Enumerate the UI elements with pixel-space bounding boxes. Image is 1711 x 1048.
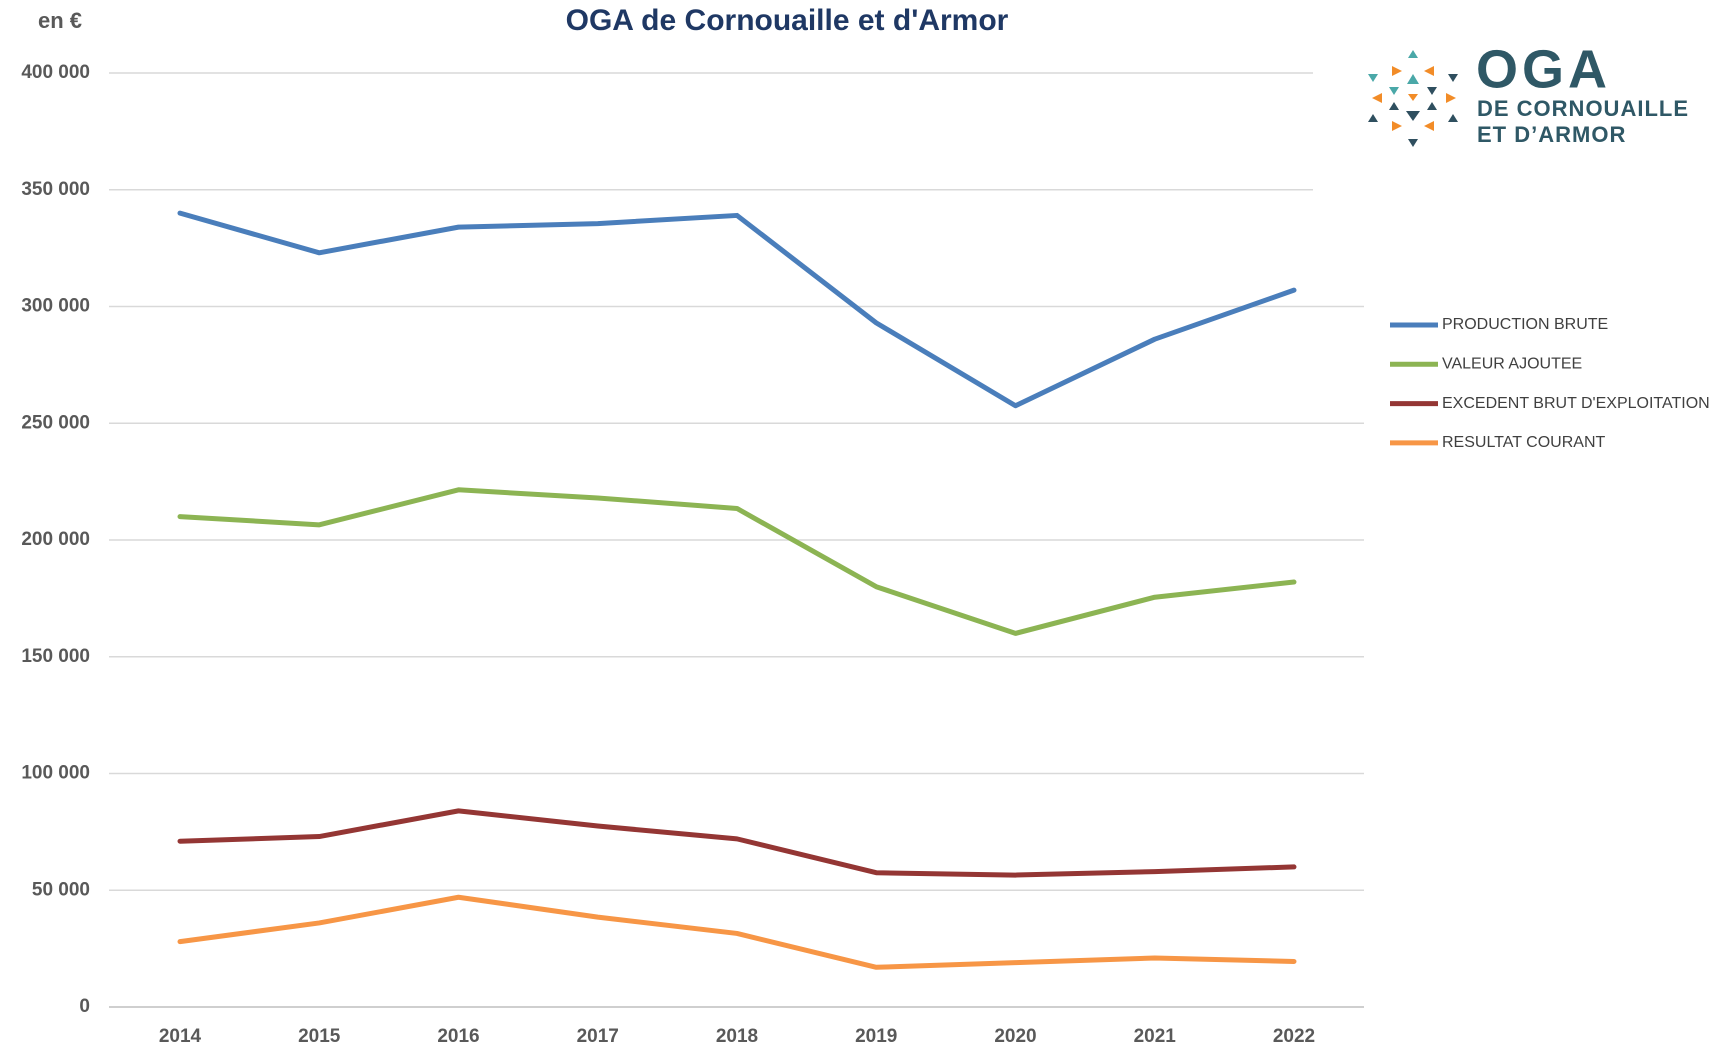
y-tick-label: 250 000 xyxy=(21,412,90,433)
x-tick-label: 2015 xyxy=(298,1026,341,1047)
chart-title: OGA de Cornouaille et d'Armor xyxy=(566,4,1009,37)
y-tick-label: 300 000 xyxy=(21,296,90,317)
legend-label: RESULTAT COURANT xyxy=(1442,434,1606,451)
line xyxy=(177,487,1297,636)
logo-name: OGA xyxy=(1476,39,1611,99)
logo-line: DE CORNOUAILLE xyxy=(1477,96,1689,121)
logo: OGA DE CORNOUAILLE ET D’ARMOR xyxy=(1368,39,1689,147)
line xyxy=(177,894,1297,970)
y-axis-label: en € xyxy=(38,8,82,33)
x-tick-label: 2014 xyxy=(159,1026,202,1047)
legend-label: PRODUCTION BRUTE xyxy=(1442,316,1608,333)
logo-icon xyxy=(1368,50,1458,147)
legend-label: EXCEDENT BRUT D'EXPLOITATION xyxy=(1442,395,1710,412)
y-tick-label: 200 000 xyxy=(21,529,90,550)
x-tick-label: 2022 xyxy=(1273,1026,1315,1047)
x-tick-label: 2016 xyxy=(437,1026,479,1047)
y-tick-label: 100 000 xyxy=(21,763,90,784)
line xyxy=(177,210,1297,409)
legend-label: VALEUR AJOUTEE xyxy=(1442,356,1582,373)
y-tick-label: 350 000 xyxy=(21,179,90,200)
logo-line: ET D’ARMOR xyxy=(1477,122,1626,147)
y-tick-label: 400 000 xyxy=(21,62,90,83)
x-tick-label: 2018 xyxy=(716,1026,758,1047)
x-tick-label: 2021 xyxy=(1134,1026,1177,1047)
y-tick-label: 150 000 xyxy=(21,646,90,667)
y-tick-label: 0 xyxy=(79,996,90,1017)
x-tick-label: 2020 xyxy=(994,1026,1036,1047)
line xyxy=(177,808,1297,878)
y-tick-label: 50 000 xyxy=(32,879,90,900)
x-tick-label: 2019 xyxy=(855,1026,897,1047)
x-tick-label: 2017 xyxy=(577,1026,619,1047)
